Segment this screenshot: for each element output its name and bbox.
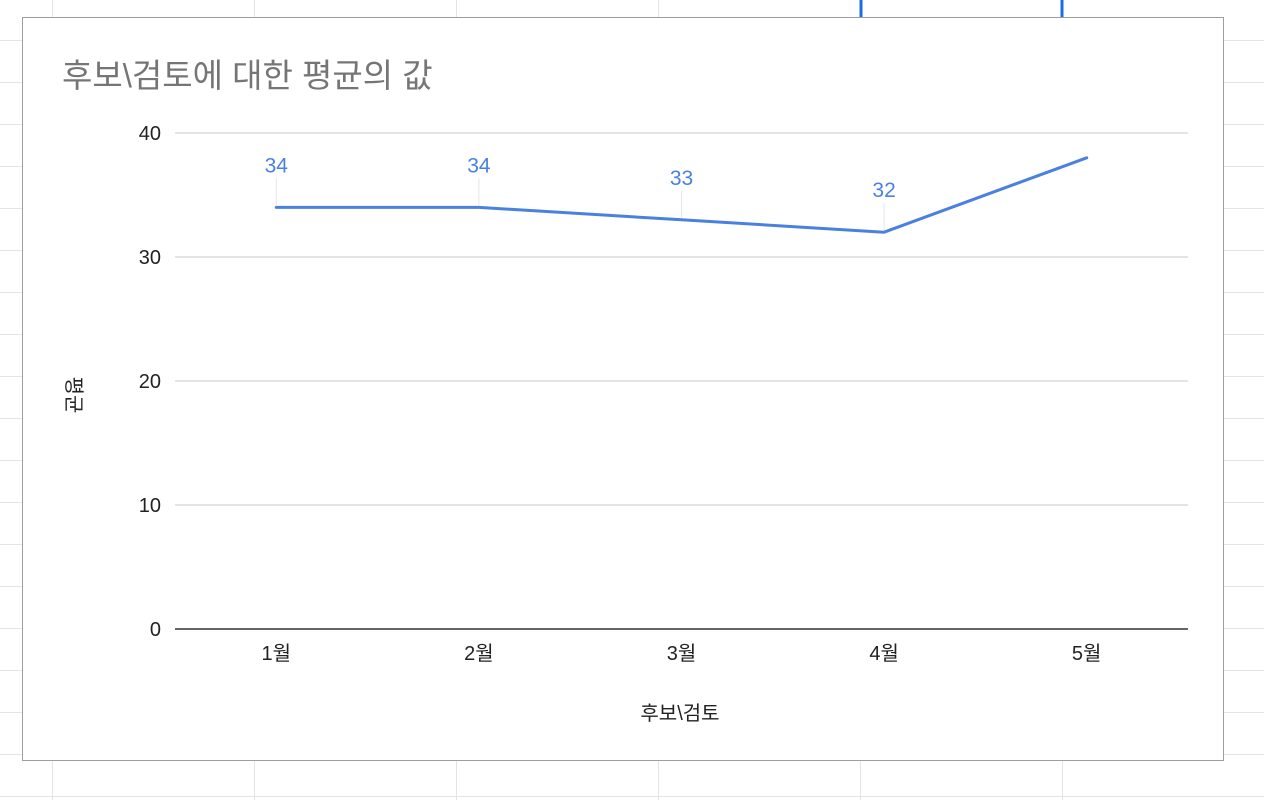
y-axis-title: 평균 <box>62 377 85 414</box>
y-tick-label: 30 <box>139 247 161 269</box>
y-tick-label: 20 <box>139 371 161 393</box>
x-tick-label: 3월 <box>667 642 697 665</box>
data-labels: 34 34 33 32 <box>265 154 896 231</box>
series-layer <box>274 156 1089 234</box>
data-label: 34 <box>467 154 491 177</box>
data-label: 32 <box>872 179 895 202</box>
x-tick-label: 4월 <box>869 642 899 665</box>
x-axis-ticks: 1월 2월 3월 4월 5월 <box>262 642 1102 665</box>
y-axis-ticks: 0 10 20 30 40 <box>139 123 161 641</box>
chart-title: 후보\검토에 대한 평균의 값 <box>62 57 433 94</box>
y-tick-label: 10 <box>139 495 161 517</box>
line-chart-plot: 0 10 20 30 40 1월 2월 3월 4월 5월 34 34 33 32 후보\검토 평균 <box>62 123 1188 725</box>
data-label: 33 <box>670 167 693 190</box>
chart-container[interactable]: 후보\검토에 대한 평균의 값 0 10 20 30 40 1월 2월 3월 4월 5월 34 3… <box>22 17 1224 761</box>
x-tick-label: 2월 <box>464 642 494 665</box>
x-axis-title: 후보\검토 <box>640 702 719 725</box>
data-label: 34 <box>265 154 289 177</box>
series-line <box>274 156 1089 234</box>
x-tick-label: 5월 <box>1072 642 1102 665</box>
x-tick-label: 1월 <box>262 642 292 665</box>
y-tick-label: 40 <box>139 123 161 145</box>
gridlines <box>175 132 1188 630</box>
y-tick-label: 0 <box>150 619 161 641</box>
